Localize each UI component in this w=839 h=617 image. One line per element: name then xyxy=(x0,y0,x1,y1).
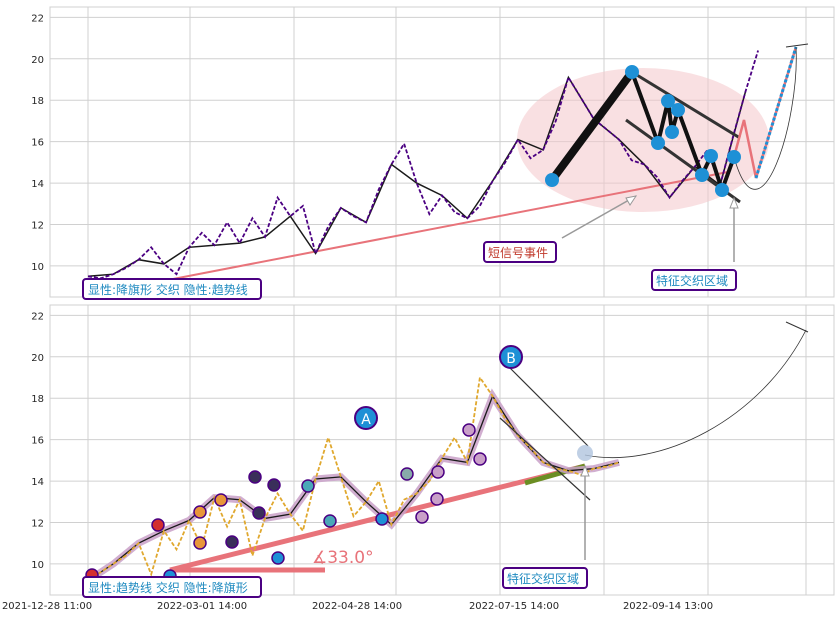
wave-node xyxy=(225,535,239,549)
wave-node xyxy=(151,518,165,532)
bottom-feature-node xyxy=(577,445,593,461)
top-y-ticks: 10 12 14 16 18 20 22 xyxy=(31,13,44,273)
bottom-grid xyxy=(50,305,834,595)
top-feature-label: 特征交织区域 xyxy=(656,273,728,288)
y-tick-label: 22 xyxy=(31,311,44,322)
y-tick-label: 22 xyxy=(31,13,44,24)
y-tick-label: 18 xyxy=(31,394,44,405)
bottom-feature-label-box: 特征交织区域 xyxy=(502,567,588,589)
top-pattern-label: 显性:降旗形 交织 隐性:趋势线 xyxy=(88,282,248,297)
bottom-feature-label: 特征交织区域 xyxy=(507,571,579,586)
wave-node xyxy=(462,423,476,437)
marker-A: A xyxy=(354,406,378,430)
marker-B-label: B xyxy=(506,351,516,367)
feature-highlight-ellipse xyxy=(517,68,769,212)
top-price-series xyxy=(87,50,759,280)
wave-node xyxy=(625,65,639,79)
wave-node xyxy=(430,492,444,506)
bottom-flag-lower xyxy=(499,417,591,501)
feature-zone-arrow-head-bottom xyxy=(580,464,590,477)
target-marker xyxy=(785,43,809,48)
y-tick-label: 12 xyxy=(31,519,44,530)
top-panel: 10 12 14 16 18 20 22 显性:降旗形 交织 隐性:趋势线 短信号事件 xyxy=(31,6,835,300)
wave-node xyxy=(695,168,709,182)
wave-node xyxy=(704,149,718,163)
wave-node xyxy=(248,470,262,484)
top-wave-nodes xyxy=(545,65,741,197)
y-tick-label: 18 xyxy=(31,96,44,107)
y-tick-label: 14 xyxy=(31,477,44,488)
x-tick-label: 2022-04-28 14:00 xyxy=(312,601,402,612)
top-wave-outline xyxy=(87,75,747,278)
y-tick-label: 14 xyxy=(31,179,44,190)
bottom-panel-frame xyxy=(49,304,835,596)
bottom-y-ticks: 10 12 14 16 18 20 22 xyxy=(31,311,44,571)
wave-node xyxy=(267,478,281,492)
y-tick-label: 20 xyxy=(31,55,44,66)
top-pattern-label-box: 显性:降旗形 交织 隐性:趋势线 xyxy=(82,278,262,300)
marker-B: B xyxy=(499,345,523,369)
projection-arc xyxy=(733,46,797,190)
bottom-pattern-label-box: 显性:趋势线 交织 隐性:降旗形 xyxy=(82,576,262,598)
short-signal-label: 短信号事件 xyxy=(488,246,548,260)
wave-node xyxy=(193,505,207,519)
wave-node xyxy=(473,452,487,466)
wave-node xyxy=(665,125,679,139)
wave-node xyxy=(715,183,729,197)
wave-node xyxy=(661,94,675,108)
bottom-flag-upper xyxy=(509,367,589,447)
bottom-projection-arc xyxy=(584,329,807,459)
wave-node xyxy=(323,514,337,528)
wave-node xyxy=(400,467,414,481)
flag-pole xyxy=(548,69,636,183)
wave-node xyxy=(375,512,389,526)
wave-node xyxy=(415,510,429,524)
breakout-wave xyxy=(732,46,798,179)
wave-node xyxy=(431,465,445,479)
flag-upper-bound xyxy=(631,70,741,140)
wave-node xyxy=(271,551,285,565)
wave-node xyxy=(671,103,685,117)
top-grid xyxy=(50,7,834,297)
y-tick-label: 10 xyxy=(31,560,44,571)
y-tick-label: 20 xyxy=(31,353,44,364)
wave-node xyxy=(651,136,665,150)
x-axis-ticks: 2021-12-28 11:00 2022-03-01 14:00 2022-04-… xyxy=(2,601,713,612)
y-tick-label: 12 xyxy=(31,221,44,232)
wave-node xyxy=(214,493,228,507)
short-signal-arrow xyxy=(561,195,637,239)
top-trend-line xyxy=(89,171,729,296)
wave-node xyxy=(545,173,559,187)
x-tick-label: 2022-07-15 14:00 xyxy=(469,601,559,612)
x-tick-label: 2022-09-14 13:00 xyxy=(623,601,713,612)
short-signal-label-box: 短信号事件 xyxy=(483,241,557,263)
x-tick-label: 2021-12-28 11:00 xyxy=(2,601,92,612)
wave-node xyxy=(301,479,315,493)
bottom-pattern-label: 显性:趋势线 交织 隐性:降旗形 xyxy=(88,580,248,595)
angle-label: ∡33.0° xyxy=(312,548,374,568)
x-tick-label: 2022-03-01 14:00 xyxy=(157,601,247,612)
y-tick-label: 16 xyxy=(31,436,44,447)
marker-A-label: A xyxy=(361,412,371,428)
wave-node xyxy=(252,506,266,520)
wave-node xyxy=(193,536,207,550)
wave-node xyxy=(727,150,741,164)
y-tick-label: 10 xyxy=(31,262,44,273)
bottom-wave-nodes xyxy=(85,423,487,583)
short-signal-arrow-head xyxy=(625,195,638,206)
bottom-price-series xyxy=(87,375,620,582)
breakout-projection xyxy=(754,46,798,179)
bottom-target-marker xyxy=(785,321,809,333)
feature-zone-arrow-head-top xyxy=(729,196,739,209)
top-feature-label-box: 特征交织区域 xyxy=(651,269,737,291)
bottom-panel: 10 12 14 16 18 20 22 A B ∡33.0° 显性:趋势线 交织 隐性:降… xyxy=(31,304,835,598)
y-tick-label: 16 xyxy=(31,138,44,149)
